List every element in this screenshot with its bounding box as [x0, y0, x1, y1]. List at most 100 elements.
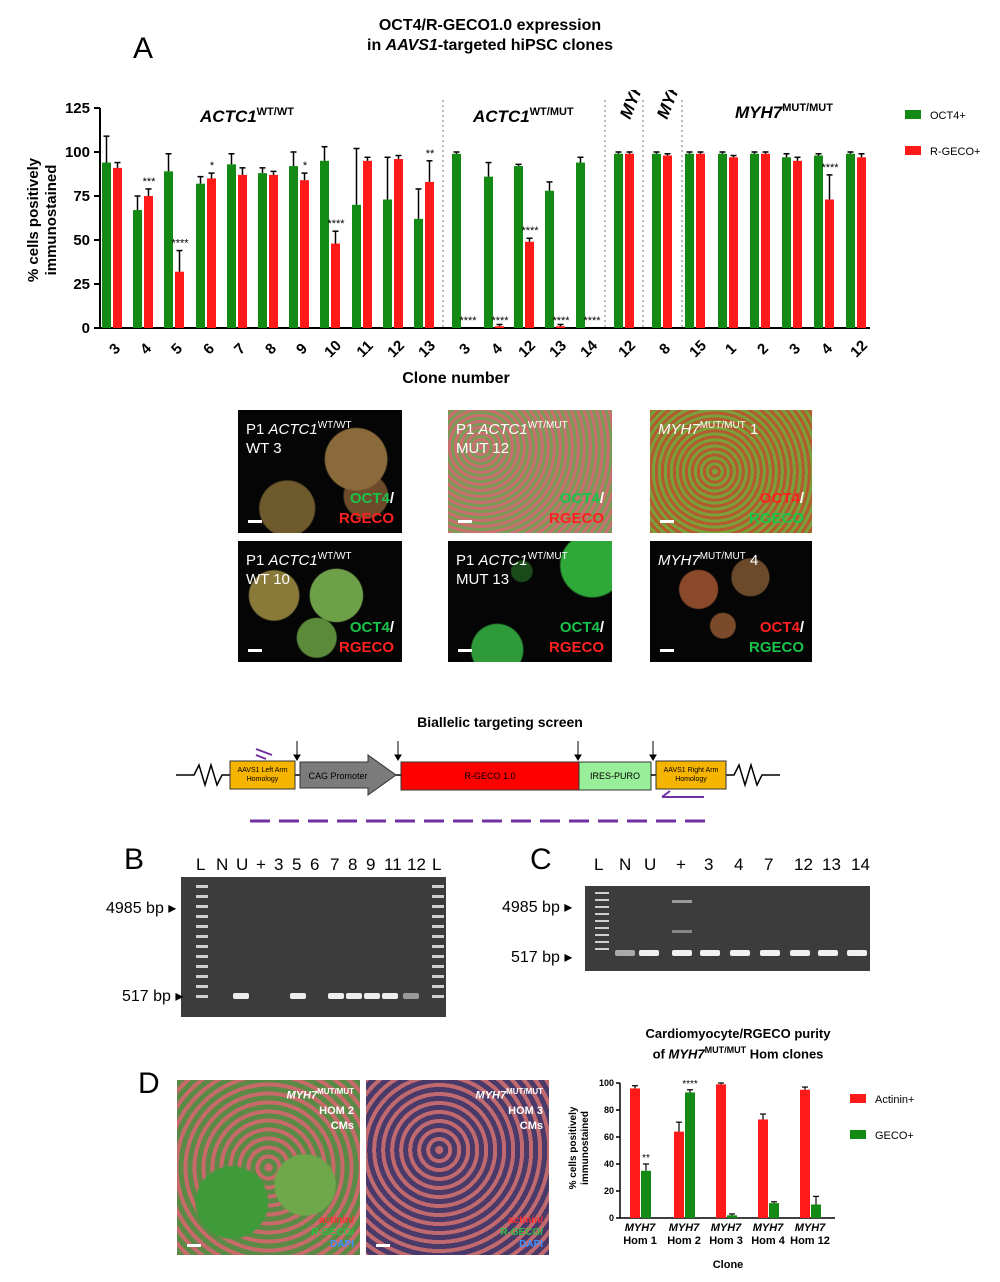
micrograph-label: P1 ACTC1WT/MUT MUT 13	[456, 551, 568, 588]
x-tick-label: 3	[106, 340, 124, 358]
rgeco-bar	[825, 199, 834, 328]
x-tick-gene: MYH7	[625, 1222, 656, 1234]
y-tick-label: 100	[65, 144, 90, 161]
stain-label: OCT4/	[759, 490, 804, 507]
significance-mark: ****	[327, 218, 345, 230]
ladder-band	[595, 892, 609, 894]
ladder-band	[432, 935, 444, 938]
geco-bar	[685, 1092, 695, 1218]
panel-a-letter: A	[133, 32, 154, 65]
x-tick-label: Hom 1	[623, 1235, 657, 1247]
ladder-band	[432, 925, 444, 928]
ladder-band	[432, 955, 444, 958]
gel-lane-label: 3	[704, 855, 714, 874]
oct4-bar	[258, 173, 267, 328]
x-tick-label: Hom 4	[751, 1235, 786, 1247]
y-tick-label: 80	[604, 1105, 614, 1115]
x-tick-label: Hom 12	[790, 1235, 830, 1247]
ladder-band	[432, 995, 444, 998]
significance-mark: *	[210, 160, 215, 172]
significance-mark: ****	[491, 315, 509, 327]
y-tick-label: 25	[73, 276, 90, 293]
stain-label: RGECO	[748, 510, 804, 527]
x-tick-label: 13	[546, 337, 570, 361]
rgeco-bar	[625, 153, 634, 328]
x-tick-label: 15	[686, 337, 710, 361]
gel-band	[328, 993, 344, 999]
ladder-band	[196, 935, 208, 938]
rgeco-bar	[144, 196, 153, 328]
rgeco-bar	[556, 326, 565, 328]
gel-lane-label: 12	[794, 855, 813, 874]
ladder-band	[432, 885, 444, 888]
cm-stain-labels: actinin/R-GECO/DAPI	[500, 1215, 543, 1250]
gel-band	[639, 950, 659, 956]
right-arm-label: AAVS1 Right Arm Homology	[663, 767, 719, 783]
x-tick-label: 1	[722, 340, 740, 358]
geco-bar	[727, 1215, 737, 1218]
oct4-bar	[750, 153, 759, 328]
stain-label: OCT4/	[349, 490, 394, 507]
x-axis-label: Clone	[713, 1259, 744, 1271]
cm-purity-chart: 0 20 40 60 80 100 % cells positivelyimmunostai…	[568, 1078, 914, 1271]
ladder-band	[196, 965, 208, 968]
x-axis-label: Clone number	[402, 370, 510, 387]
rgeco-bar	[425, 181, 434, 328]
scale-bar	[248, 649, 262, 652]
oct4-bar	[614, 153, 623, 328]
rgeco-bar	[113, 167, 122, 328]
gel-band	[790, 950, 810, 956]
cm-micrograph: MYH7MUT/MUT HOM 3 CMs actinin/R-GECO/DAPI	[366, 1080, 549, 1255]
rgeco-bar	[238, 174, 247, 328]
oct4-bar	[414, 218, 423, 328]
oct4-bar	[846, 153, 855, 328]
group-label: ACTC1WT/MUT	[472, 106, 574, 126]
rgeco-bar	[269, 174, 278, 328]
actinin-bar	[716, 1084, 726, 1218]
x-tick-gene: MYH7	[753, 1222, 784, 1234]
gel-lane-label: 9	[366, 855, 376, 874]
y-tick-label: 0	[82, 320, 90, 337]
micrograph: P1 ACTC1WT/MUT MUT 13 OCT4/RGECO	[448, 541, 612, 662]
ladder-band	[196, 925, 208, 928]
gel-band	[615, 950, 635, 956]
x-tick-label: 7	[231, 340, 249, 358]
rgeco-bar	[394, 159, 403, 328]
oct4-bar	[289, 166, 298, 328]
oct4-bar	[383, 199, 392, 328]
gel-lane-label: 3	[274, 855, 284, 874]
micrograph-label: P1 ACTC1WT/WT WT 3	[246, 420, 352, 457]
gel-lane-label: 12	[407, 855, 426, 874]
gel-lane-label: 8	[348, 855, 358, 874]
gel-band	[730, 950, 750, 956]
ladder-band	[595, 899, 609, 901]
ladder-band	[595, 934, 609, 936]
legend-swatch	[905, 110, 921, 119]
rgeco-bar	[663, 155, 672, 328]
cm-micrograph: MYH7MUT/MUT HOM 2 CMs actinin/R-GECO/DAPI	[177, 1080, 360, 1255]
micrograph-label: P1 ACTC1WT/WT WT 10	[246, 551, 352, 588]
gel-lane-label: L	[432, 855, 442, 874]
ladder-band	[595, 948, 609, 950]
ladder-band	[196, 985, 208, 988]
oct4-bar	[133, 210, 142, 328]
oct4-bar	[196, 183, 205, 328]
oct4-bar	[320, 160, 329, 328]
x-tick-label: 3	[786, 340, 804, 358]
cm-micrograph-label: MYH7MUT/MUT HOM 3 CMs	[475, 1087, 543, 1132]
gel-band	[233, 993, 249, 999]
oct4-bar	[164, 171, 173, 328]
ladder-band	[196, 975, 208, 978]
significance-mark: ****	[821, 162, 839, 174]
ladder-band	[432, 985, 444, 988]
gel-band	[818, 950, 838, 956]
geco-bar	[811, 1204, 821, 1218]
panel-a-title: OCT4/R-GECO1.0 expression in AAVS1-targe…	[300, 16, 680, 56]
x-tick-label: Hom 2	[667, 1235, 701, 1247]
gel-lane-label: L	[196, 855, 206, 874]
gel-lane-label: N	[216, 855, 229, 874]
x-tick-label: 8	[656, 340, 674, 358]
construct-title: Biallelic targeting screen	[417, 714, 583, 730]
ladder-band	[432, 915, 444, 918]
